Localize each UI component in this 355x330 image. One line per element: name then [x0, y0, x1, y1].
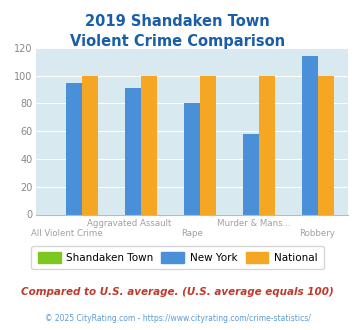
Text: Aggravated Assault: Aggravated Assault: [87, 219, 171, 228]
Bar: [200, 76, 215, 214]
Bar: [318, 76, 334, 214]
Bar: [184, 103, 200, 214]
Text: Murder & Mans...: Murder & Mans...: [217, 219, 291, 228]
Bar: [259, 76, 275, 214]
Bar: [66, 82, 82, 214]
Bar: [243, 134, 259, 214]
Text: 2019 Shandaken Town: 2019 Shandaken Town: [85, 14, 270, 29]
Text: All Violent Crime: All Violent Crime: [31, 229, 103, 238]
Legend: Shandaken Town, New York, National: Shandaken Town, New York, National: [32, 246, 323, 269]
Bar: [302, 56, 318, 214]
Bar: [82, 76, 98, 214]
Text: Rape: Rape: [181, 229, 203, 238]
Text: © 2025 CityRating.com - https://www.cityrating.com/crime-statistics/: © 2025 CityRating.com - https://www.city…: [45, 314, 310, 323]
Text: Robbery: Robbery: [299, 229, 335, 238]
Bar: [141, 76, 157, 214]
Text: Compared to U.S. average. (U.S. average equals 100): Compared to U.S. average. (U.S. average …: [21, 287, 334, 297]
Text: Violent Crime Comparison: Violent Crime Comparison: [70, 34, 285, 49]
Bar: [125, 88, 141, 214]
